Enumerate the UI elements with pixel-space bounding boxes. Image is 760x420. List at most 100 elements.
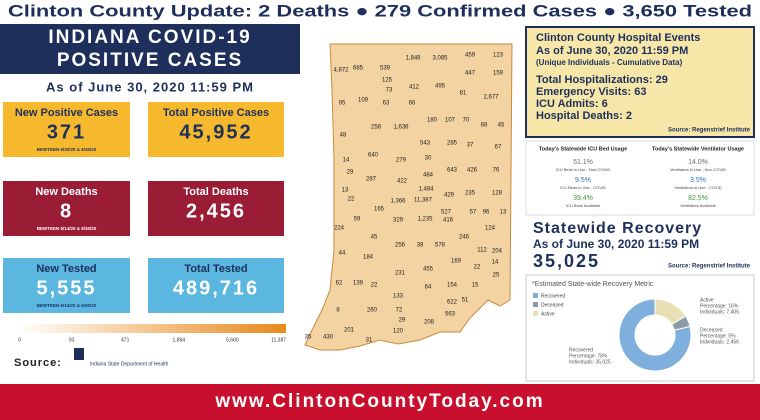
county-value: 139 xyxy=(353,281,364,287)
stat-tile xyxy=(3,181,130,236)
county-value: 112 xyxy=(477,248,487,254)
county-value: 455 xyxy=(423,267,434,273)
footer xyxy=(0,384,760,420)
usage-panel xyxy=(525,140,755,216)
county-value: 25 xyxy=(493,273,500,279)
county-value: 35 xyxy=(305,335,312,341)
county-value: 70 xyxy=(463,118,470,124)
tile-label: Total Positive Cases xyxy=(163,107,269,119)
legend-tick-label: 11,387 xyxy=(271,337,286,343)
usage: Today's Statewide ICU Bed Usage51.1%ICU … xyxy=(539,146,744,208)
usage-value: 14.0% xyxy=(688,159,708,166)
donut: RecoveredDeceasedActiveRecoveredPercenta… xyxy=(533,293,739,372)
segment-name: Deceased xyxy=(700,327,723,333)
county-value: 30 xyxy=(425,156,432,162)
left-title: INDIANA COVID-19 xyxy=(48,27,251,48)
county-value: 285 xyxy=(447,141,458,147)
county-value: 48 xyxy=(340,133,347,139)
hospital-title: Clinton County Hospital Events xyxy=(536,32,700,44)
county-value: 184 xyxy=(363,255,374,261)
county-value: 57 xyxy=(470,210,477,216)
county-value: 14 xyxy=(343,158,350,164)
county-value: 578 xyxy=(435,243,446,249)
county-value: 45 xyxy=(371,235,378,241)
legend-tick-label: 471 xyxy=(121,337,130,343)
hospital-source: Source: Regenstrief Institute xyxy=(668,128,751,134)
county-value: 8 xyxy=(336,308,340,314)
county-value: 640 xyxy=(368,153,379,159)
tile-label: New Positive Cases xyxy=(15,107,118,119)
tile-note: BEWTEEN 6/14/20 & 6/30/20 xyxy=(37,303,97,308)
county-value: 38 xyxy=(417,243,424,249)
segment-label: Percentage: 5% xyxy=(700,333,736,339)
county-value: 412 xyxy=(409,85,420,91)
tile-label: New Deaths xyxy=(35,186,97,198)
stat-tile xyxy=(148,102,284,157)
county-value: 1,366 xyxy=(390,199,406,205)
recovery-value: 35,025 xyxy=(533,251,600,271)
source-label: Source: xyxy=(14,357,62,369)
recovery-chart-title: *Estimated State-wide Recovery Metric xyxy=(532,281,654,288)
county-value: 15 xyxy=(472,283,479,289)
county-value: 430 xyxy=(323,335,334,341)
county-value: 201 xyxy=(344,328,355,334)
county-value: 29 xyxy=(399,318,406,324)
county-value: 329 xyxy=(393,218,404,224)
legend-tick-label: 0 xyxy=(18,337,21,343)
county-value: 72 xyxy=(396,308,403,314)
county-value: 62 xyxy=(336,281,343,287)
donut-segment xyxy=(618,298,692,372)
segment-label: Percentage: 78% xyxy=(569,353,608,359)
county-value: 63 xyxy=(383,101,390,107)
usage-label: ICU Beds in Use - Non-COVID xyxy=(556,167,611,172)
county-value: 426 xyxy=(467,168,478,174)
banner: Clinton County Update: 2 Deaths ● 279 Co… xyxy=(8,1,752,20)
county-value: 125 xyxy=(382,78,393,84)
legend-ticks: 0 93 471 1,894 5,660 11,387 xyxy=(18,337,286,343)
tile-value: 371 xyxy=(47,121,86,143)
county-value: 1,484 xyxy=(418,187,434,193)
isdh-logo xyxy=(74,348,84,360)
county-value: 1,849 xyxy=(405,56,421,62)
tile-value: 2,456 xyxy=(186,200,246,222)
usage-heading: Today's Statewide ICU Bed Usage xyxy=(539,146,627,152)
county-value: 109 xyxy=(358,98,369,104)
usage-value: 3.5% xyxy=(690,177,706,184)
county-value: 539 xyxy=(380,66,391,72)
legend-label: Recovered xyxy=(541,293,565,299)
county-value: 180 xyxy=(427,118,438,124)
county-value: 44 xyxy=(339,251,346,257)
county-value: 37 xyxy=(467,143,474,149)
county-value: 224 xyxy=(334,226,345,232)
county-value: 165 xyxy=(374,207,385,213)
county-value: 3,085 xyxy=(432,56,448,62)
county-value: 459 xyxy=(465,53,476,59)
recovery-as-of: As of June 30, 2020 11:59 PM xyxy=(533,237,699,251)
title-block xyxy=(0,24,300,74)
county-value: 96 xyxy=(483,210,490,216)
usage-heading: Today's Statewide Ventilator Usage xyxy=(652,146,744,152)
county-value: 204 xyxy=(492,249,503,255)
county-value: 287 xyxy=(366,177,377,183)
county-value: 22 xyxy=(474,265,481,271)
county-value: 495 xyxy=(435,84,446,90)
county-value: 643 xyxy=(447,168,458,174)
usage-value: 9.5% xyxy=(575,177,591,184)
county-value: 1,636 xyxy=(393,125,409,131)
county-value: 123 xyxy=(493,53,504,59)
county-value: 279 xyxy=(396,158,407,164)
segment-name: Active xyxy=(700,297,714,303)
county-value: 2,677 xyxy=(483,95,499,101)
tile-note: BEWTEEN 6/30/20 & 6/30/20 xyxy=(37,147,97,152)
segment-label: Percentage: 16% xyxy=(700,303,739,309)
legend-tick-label: 5,660 xyxy=(226,337,239,343)
usage-label: ICU Beds Available xyxy=(566,203,601,208)
tile-label: Total Tested xyxy=(184,263,247,275)
county-value: 95 xyxy=(339,101,346,107)
usage-value: 51.1% xyxy=(573,159,593,166)
hospital-line: Emergency Visits: 63 xyxy=(536,86,646,98)
footer-url: www.ClintonCountyToday.com xyxy=(214,391,544,412)
county-value: 13 xyxy=(342,188,349,194)
usage-label: Ventilators in Use - COVID xyxy=(674,185,721,190)
